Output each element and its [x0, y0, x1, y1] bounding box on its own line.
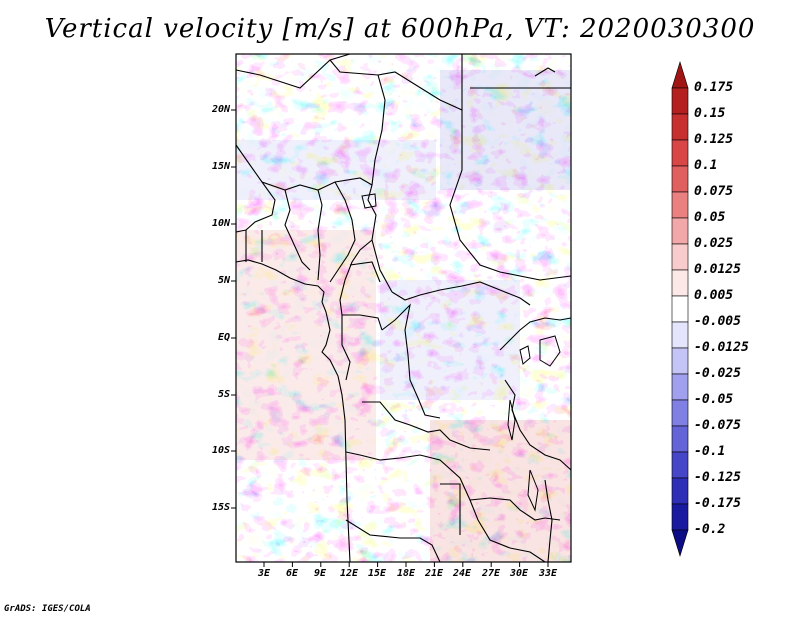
- lon-label: 27E: [481, 568, 501, 579]
- colorbar-level-label: 0.15: [694, 106, 726, 121]
- lat-label: 15N: [211, 161, 230, 172]
- colorbar-swatch: [671, 425, 689, 453]
- lon-label: 6E: [285, 568, 299, 579]
- colorbar-level-label: 0.025: [694, 236, 734, 251]
- lon-label: 30E: [509, 568, 529, 579]
- page-title: Vertical velocity [m/s] at 600hPa, VT: 2…: [44, 14, 756, 44]
- axis-ticks: [231, 109, 549, 567]
- lat-label: 10S: [211, 445, 230, 456]
- colorbar-swatch: [671, 87, 689, 115]
- colorbar-swatch: [671, 191, 689, 219]
- lat-label: 20N: [211, 104, 230, 115]
- colorbar-swatch: [671, 321, 689, 349]
- colorbar-swatch: [671, 217, 689, 245]
- colorbar: [671, 60, 689, 558]
- lat-label: 5S: [217, 389, 230, 400]
- lon-label: 33E: [538, 568, 558, 579]
- colorbar-top-arrow: [671, 60, 689, 89]
- colorbar-level-label: 0.075: [694, 184, 734, 199]
- map-frame: [235, 53, 572, 563]
- colorbar-swatch: [671, 347, 689, 375]
- colorbar-level-label: -0.025: [694, 366, 741, 381]
- country-borders: [236, 54, 571, 562]
- colorbar-swatch: [671, 503, 689, 531]
- colorbar-level-label: 0.125: [694, 132, 734, 147]
- colorbar-swatch: [671, 139, 689, 167]
- colorbar-level-label: -0.1: [694, 444, 726, 459]
- lon-label: 21E: [424, 568, 444, 579]
- colorbar-swatch: [671, 295, 689, 323]
- colorbar-level-label: 0.0125: [694, 262, 741, 277]
- colorbar-swatch: [671, 373, 689, 401]
- lon-label: 12E: [339, 568, 359, 579]
- colorbar-level-label: -0.2: [694, 522, 726, 537]
- colorbar-level-label: -0.075: [694, 418, 741, 433]
- lon-label: 3E: [257, 568, 271, 579]
- colorbar-swatch: [671, 165, 689, 193]
- colorbar-level-label: 0.005: [694, 288, 734, 303]
- lon-label: 9E: [313, 568, 327, 579]
- lon-label: 15E: [367, 568, 387, 579]
- velocity-field: [236, 54, 571, 562]
- colorbar-swatch: [671, 113, 689, 141]
- lat-label: EQ: [217, 332, 230, 343]
- colorbar-level-label: -0.05: [694, 392, 734, 407]
- colorbar-swatch: [671, 399, 689, 427]
- colorbar-swatch: [671, 243, 689, 271]
- colorbar-swatch: [671, 451, 689, 479]
- lon-label: 18E: [396, 568, 416, 579]
- colorbar-bottom-arrow: [671, 529, 689, 558]
- colorbar-swatch: [671, 477, 689, 505]
- lat-label: 10N: [211, 218, 230, 229]
- colorbar-level-label: -0.125: [694, 470, 741, 485]
- colorbar-level-label: 0.175: [694, 80, 734, 95]
- lat-label: 5N: [217, 275, 230, 286]
- colorbar-level-label: -0.005: [694, 314, 741, 329]
- colorbar-swatch: [671, 269, 689, 297]
- lat-label: 15S: [211, 502, 230, 513]
- colorbar-level-label: 0.1: [694, 158, 718, 173]
- colorbar-level-label: -0.175: [694, 496, 741, 511]
- lon-label: 24E: [452, 568, 472, 579]
- colorbar-level-label: -0.0125: [694, 340, 749, 355]
- credit-text: GrADS: IGES/COLA: [4, 604, 91, 614]
- colorbar-level-label: 0.05: [694, 210, 726, 225]
